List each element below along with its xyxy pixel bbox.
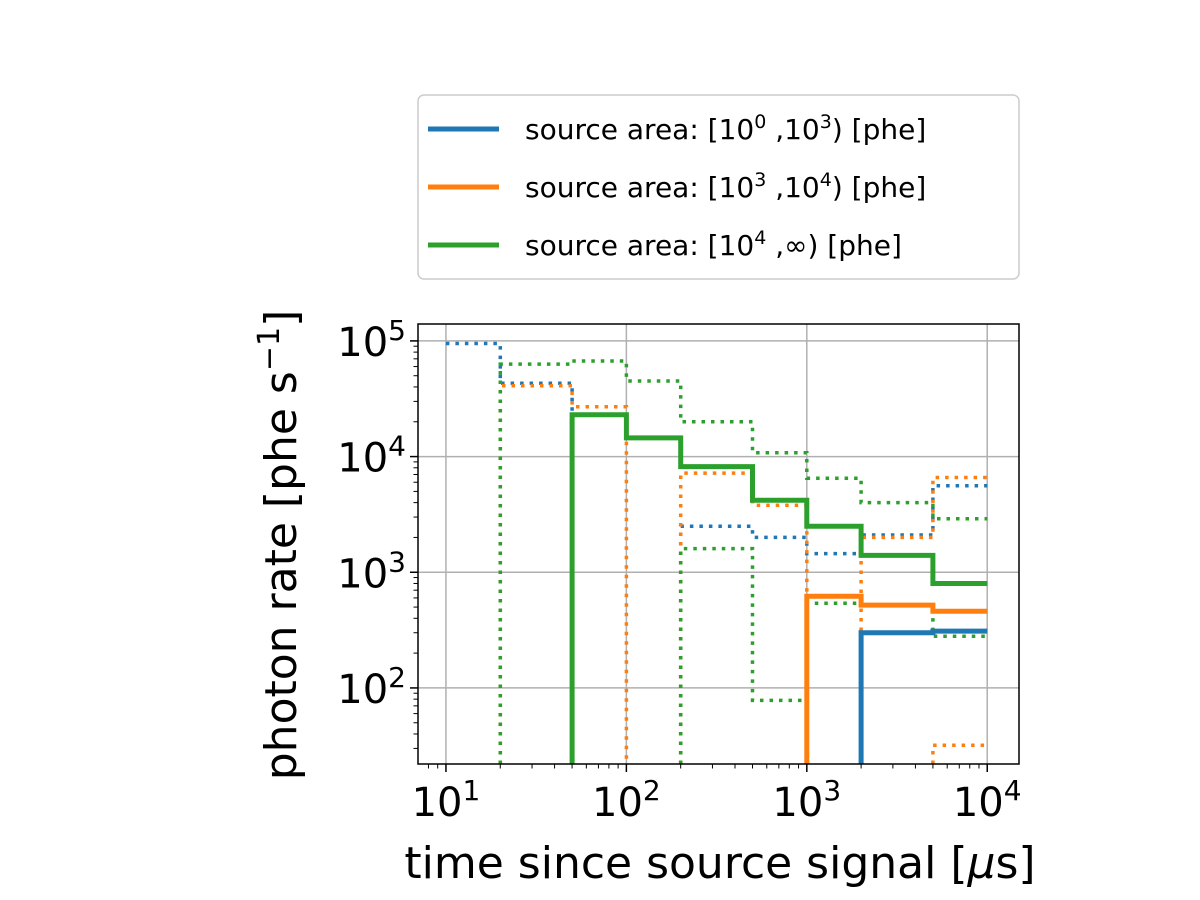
series-2-dotted-lower: [678, 546, 988, 764]
y-tick-label: 104: [337, 429, 406, 482]
plot-frame: [417, 323, 1020, 765]
grid-lines: [418, 324, 1019, 764]
x-tick-label: 101: [412, 774, 481, 827]
y-tick-label: 102: [337, 660, 406, 713]
legend: source area: [100 ,103) [phe] source area…: [417, 94, 1020, 280]
y-tick-label: 103: [337, 545, 406, 598]
series-1-dotted-extra: [931, 743, 988, 764]
y-tick-labels: 102 103 104 105: [337, 313, 406, 713]
series-1-solid: [804, 593, 988, 764]
x-tick-label: 103: [772, 774, 841, 827]
series-0-solid: [858, 628, 988, 764]
series-2-solid: [569, 412, 988, 764]
x-tick-label: 104: [953, 774, 1022, 827]
y-tick-label: 105: [337, 313, 406, 366]
series-layer: [445, 341, 988, 764]
legend-entry: source area: [103 ,104) [phe]: [525, 169, 926, 204]
x-tick-labels: 101 102 103 104: [412, 774, 1022, 827]
legend-frame: [417, 94, 1020, 280]
series-2-dotted-upper: [498, 359, 988, 764]
legend-entry: source area: [100 ,103) [phe]: [525, 111, 926, 146]
legend-entry: source area: [104 ,∞) [phe]: [525, 227, 902, 262]
x-tick-label: 102: [592, 774, 661, 827]
y-axis-label: photon rate [phe s−1]: [252, 310, 308, 781]
x-axis-label: time since source signal [μs]: [404, 838, 1035, 889]
axis-ticks: [410, 340, 988, 772]
